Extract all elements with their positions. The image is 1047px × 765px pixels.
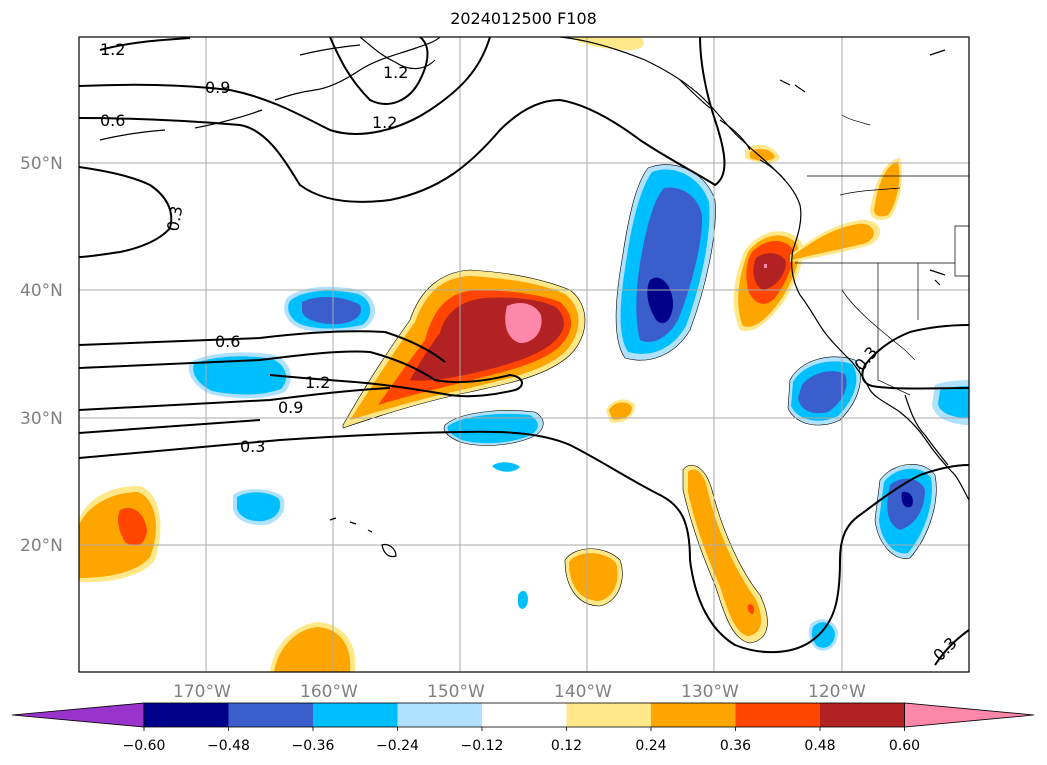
colorbar-tick-label: −0.60 xyxy=(123,738,166,754)
colorbar-outline xyxy=(143,702,905,728)
lat-label: 30°N xyxy=(20,409,63,429)
colorbar-extend-right xyxy=(904,702,1035,728)
political-borders xyxy=(795,114,969,396)
negative-anomaly-west xyxy=(188,352,291,399)
colorbar-tick-label: −0.36 xyxy=(292,738,335,754)
colorbar-tick-labels: −0.60 −0.48 −0.36 −0.24 −0.12 0.12 0.24 … xyxy=(123,738,921,754)
negative-anomaly-central-south xyxy=(444,410,544,472)
lon-label: 140°W xyxy=(554,682,612,702)
colorbar-tick-label: 0.36 xyxy=(720,738,751,754)
positive-anomaly-coast xyxy=(733,158,902,331)
positive-anomaly-southwest xyxy=(79,485,161,583)
gridlines xyxy=(79,37,969,672)
colorbar-tick-label: −0.24 xyxy=(376,738,419,754)
colorbar: −0.60 −0.48 −0.36 −0.24 −0.12 0.12 0.24 … xyxy=(11,702,1035,754)
lat-label: 50°N xyxy=(20,154,63,174)
map-content: 1.2 0.9 0.6 0.3 1.2 1.2 0.6 1.2 0.9 0.3 … xyxy=(79,37,969,672)
colorbar-segment xyxy=(735,703,820,727)
colorbar-segment xyxy=(566,703,651,727)
colorbar-tick-label: 0.12 xyxy=(551,738,582,754)
positive-anomaly-small-b xyxy=(606,399,635,423)
contour-label: 0.3 xyxy=(163,204,186,232)
positive-anomaly-bottom xyxy=(270,622,356,672)
colorbar-tick-label: 0.60 xyxy=(889,738,920,754)
contour-label: 0.9 xyxy=(278,398,303,417)
lon-label: 150°W xyxy=(427,682,485,702)
colorbar-segment xyxy=(820,703,905,727)
negative-anomaly-small-c xyxy=(808,619,838,651)
contour-lines xyxy=(79,37,969,666)
colorbar-ticks xyxy=(143,727,905,731)
colorbar-segment xyxy=(651,703,736,727)
negative-anomaly-offshore xyxy=(616,164,716,361)
contour-label: 1.2 xyxy=(372,113,397,132)
contour-label: 0.6 xyxy=(100,111,125,130)
coastlines xyxy=(99,37,969,558)
longitude-labels: 170°W 160°W 150°W 140°W 130°W 120°W xyxy=(173,682,866,702)
positive-anomaly-elongated xyxy=(683,465,768,643)
negative-anomaly-small-a xyxy=(518,590,528,609)
colorbar-segment xyxy=(313,703,398,727)
lat-label: 40°N xyxy=(20,281,63,301)
contour-label-group: 1.2 0.9 0.6 0.3 1.2 1.2 0.6 1.2 0.9 0.3 … xyxy=(100,40,961,665)
colorbar-tick-label: −0.12 xyxy=(461,738,504,754)
contour-label: 0.9 xyxy=(205,78,230,97)
lon-label: 160°W xyxy=(300,682,358,702)
colorbar-segment xyxy=(228,703,313,727)
contour-label: 0.3 xyxy=(240,437,265,456)
lat-label: 20°N xyxy=(20,536,63,556)
positive-anomaly-bc xyxy=(745,144,780,164)
map-frame xyxy=(78,36,970,673)
lon-label: 120°W xyxy=(808,682,866,702)
latitude-labels: 50°N 40°N 30°N 20°N xyxy=(20,154,63,556)
colorbar-extend-left xyxy=(11,702,145,728)
negative-anomaly-baja xyxy=(875,464,937,559)
colorbar-segment xyxy=(482,703,567,727)
positive-anomaly-top xyxy=(570,37,644,51)
negative-anomaly-north xyxy=(284,286,376,333)
contour-label: 1.2 xyxy=(383,63,408,82)
colorbar-tick-label: −0.48 xyxy=(207,738,250,754)
colorbar-segment xyxy=(144,703,229,727)
lon-label: 170°W xyxy=(173,682,231,702)
colorbar-tick-label: 0.24 xyxy=(635,738,666,754)
positive-anomaly-south xyxy=(565,548,623,606)
lon-label: 130°W xyxy=(681,682,739,702)
colorbar-tick-label: 0.48 xyxy=(804,738,835,754)
colorbar-segment xyxy=(397,703,482,727)
contour-label: 0.6 xyxy=(215,332,240,351)
negative-anomaly-hawaii-west xyxy=(233,489,285,526)
contour-label: 1.2 xyxy=(305,373,330,392)
chart-title: 2024012500 F108 xyxy=(450,9,597,28)
negative-anomaly-east-edge xyxy=(932,380,969,425)
contour-label: 1.2 xyxy=(100,40,125,59)
